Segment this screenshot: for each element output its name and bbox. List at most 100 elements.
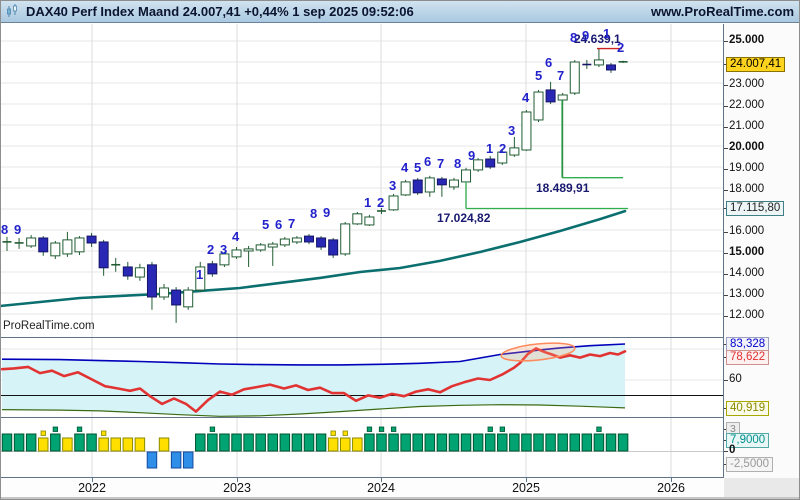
histogram-level-badge: -2,5000: [726, 457, 774, 472]
candlestick-icon: [6, 3, 20, 19]
current-price-badge: 24.007,41: [726, 57, 786, 72]
wave-count-label: 3: [508, 123, 515, 138]
wave-count-label: 4: [522, 90, 530, 105]
impulse-dot: [342, 430, 348, 436]
histogram-bar: [146, 451, 158, 469]
histogram-bar: [593, 433, 605, 452]
axis-tick: [724, 106, 728, 107]
axis-tick: [724, 169, 728, 170]
oscillator-upper-value: 83,328: [726, 337, 770, 352]
histogram-bar: [50, 433, 61, 452]
wave-count-label: 5: [262, 217, 269, 232]
price-tick-label: 23.000: [729, 78, 765, 90]
year-label: 2023: [223, 481, 251, 495]
candle: [545, 89, 556, 103]
candle: [606, 64, 616, 71]
histogram-bar: [533, 433, 544, 452]
upper-band-line: [1, 343, 626, 366]
axis-tick: [724, 232, 728, 233]
price-tick-label: 14.000: [729, 267, 765, 279]
price-tick-label: 0: [729, 444, 736, 456]
candle: [569, 61, 580, 94]
histogram-current-value: 7,9000: [726, 433, 770, 448]
wave-count-label: 6: [424, 154, 431, 169]
impulse-dot: [366, 426, 373, 432]
candle: [74, 237, 85, 253]
candle: [412, 179, 423, 194]
impulse-dot: [330, 430, 336, 436]
price-tick-label: 13.000: [729, 288, 765, 300]
wave-count-label: 1: [486, 141, 493, 156]
histogram-bar: [182, 451, 194, 469]
candle: [255, 244, 266, 251]
candle: [557, 94, 568, 101]
histogram-bar: [279, 433, 291, 452]
histogram-bar: [86, 433, 97, 452]
price-tick-label: 15.000: [729, 246, 765, 258]
price-tick-label: 22.000: [729, 99, 765, 111]
candle: [195, 266, 206, 291]
histogram-bar: [267, 433, 279, 452]
candle: [364, 216, 375, 226]
price-axis[interactable]: 25.000 24.007,41 23.000 22.000 21.000 20.000 1…: [724, 24, 800, 478]
wave-count-label: 5: [535, 68, 542, 83]
measure-label: 17.024,82: [437, 211, 491, 225]
impulse-dot: [378, 426, 385, 432]
histogram-bar: [352, 437, 363, 452]
histogram-bar: [195, 433, 206, 452]
wave-count-label: 3: [389, 178, 396, 193]
histogram-bar: [74, 433, 85, 452]
candle: [171, 289, 182, 306]
candle: [533, 91, 544, 121]
candle: [485, 158, 496, 168]
watermark: ProRealTime.com: [3, 320, 95, 332]
candle: [38, 237, 49, 253]
impulse-dot: [40, 430, 46, 436]
wave-count-label: 2: [207, 242, 214, 257]
time-axis-tick: [92, 478, 93, 482]
time-axis-tick: [381, 478, 382, 482]
candle: [183, 289, 194, 308]
wave-count-label: 9: [323, 205, 330, 220]
histogram-bar: [231, 433, 242, 452]
prorealtime-link[interactable]: www.ProRealTime.com: [650, 3, 794, 19]
candle: [146, 264, 157, 298]
axis-separator: [723, 24, 724, 478]
oscillator-panel[interactable]: [0, 338, 723, 417]
histogram-bar: [13, 433, 25, 452]
candle: [219, 253, 230, 266]
impulse-dot: [596, 426, 602, 432]
histogram-bar: [339, 437, 351, 452]
price-tick-label: 20.000: [729, 141, 765, 153]
candle: [243, 248, 254, 252]
time-axis[interactable]: 2022 2023 2024 2025 2026: [0, 478, 723, 500]
histogram-bar: [497, 433, 508, 452]
candle: [50, 242, 61, 257]
candle: [400, 181, 411, 196]
histogram-bar: [400, 433, 411, 452]
histogram-bar: [412, 433, 423, 452]
histogram-panel[interactable]: [0, 418, 723, 477]
histogram-bar: [207, 433, 218, 452]
measure-label: 18.489,91: [536, 181, 590, 195]
wave-count-label: 3: [220, 242, 227, 257]
price-tick-label: 12.000: [729, 309, 765, 321]
axis-tick: [724, 41, 728, 42]
wave-count-label: 9: [468, 148, 475, 163]
wave-count-label: 1: [603, 26, 610, 41]
wave-count-label: 9: [14, 222, 21, 237]
histogram-bar: [62, 437, 73, 452]
highlight-ellipse[interactable]: [500, 340, 576, 364]
histogram-bar: [303, 433, 315, 452]
wave-count-label: 7: [288, 216, 295, 231]
histogram-bar: [134, 437, 146, 452]
histogram-bar: [170, 451, 182, 469]
candle: [98, 241, 109, 269]
price-tick-label: 60: [729, 373, 742, 385]
histogram-bar: [581, 433, 593, 452]
candle: [497, 151, 508, 164]
price-tick-label: 19.000: [729, 162, 765, 174]
axis-tick: [724, 148, 728, 149]
axis-tick: [724, 451, 728, 452]
